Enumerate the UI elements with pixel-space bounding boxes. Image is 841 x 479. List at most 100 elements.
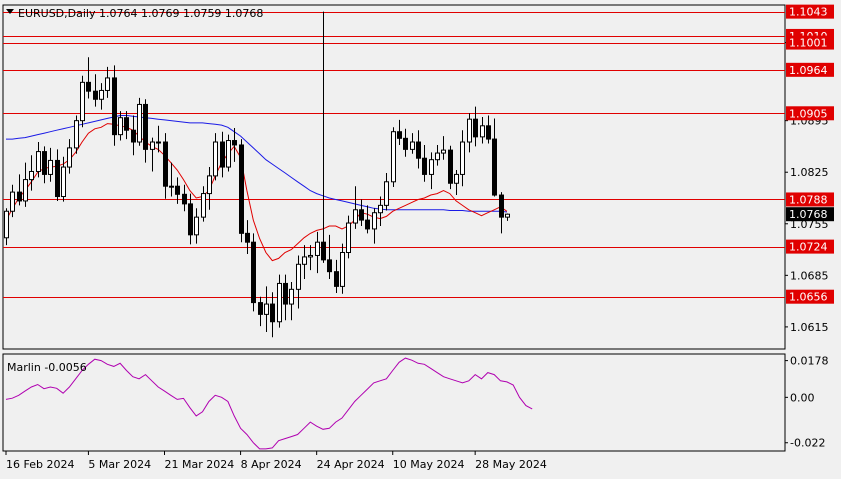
level-tag-text: 1.0905	[789, 107, 828, 120]
candle	[486, 115, 491, 144]
candle-body-bear	[17, 191, 22, 202]
candle-body-bear	[365, 219, 370, 230]
candle	[105, 66, 110, 98]
current-price-bg	[786, 207, 834, 222]
candle-body-bear	[283, 282, 288, 305]
chart-header: EURUSD,Daily 1.0764 1.0769 1.0759 1.0768	[6, 7, 263, 20]
candle	[86, 57, 91, 99]
osc-tick-label: -0.022	[790, 437, 825, 450]
candle-body-bear	[258, 302, 263, 315]
candle-body-bull	[467, 118, 472, 143]
candle-body-bear	[327, 259, 332, 273]
level-price-tag: 1.0788	[786, 192, 834, 207]
candle-body-bear	[93, 90, 98, 100]
time-tick-label: 8 Apr 2024	[241, 458, 302, 471]
level-tag-text: 1.0724	[789, 241, 828, 254]
candle-body-bear	[422, 157, 427, 175]
oscillator-panel[interactable]: 0.0178 0.00 -0.022 Marlin -0.0056	[2, 353, 829, 452]
candle	[410, 133, 415, 154]
candle-body-bull	[460, 141, 465, 175]
candle	[448, 145, 453, 190]
candle-body-bull	[67, 147, 72, 168]
candle-body-bull	[410, 141, 415, 150]
candle	[36, 142, 41, 178]
marlin-polyline	[5, 357, 533, 450]
osc-tick-label: 0.00	[790, 391, 815, 404]
price-tick-label: 1.0685	[790, 269, 829, 282]
candle	[359, 199, 364, 226]
candle	[201, 186, 206, 222]
level-tag-bg	[786, 239, 834, 254]
candle-body-bull	[353, 209, 358, 224]
candle-body-bull	[454, 173, 459, 184]
candle-body-bull	[29, 170, 34, 181]
candle-body-bull	[429, 159, 434, 175]
candle	[429, 152, 434, 190]
candle	[112, 65, 117, 146]
candle	[245, 220, 250, 254]
candle-body-bull	[372, 212, 377, 230]
candle	[182, 184, 187, 212]
symbol-info: EURUSD,Daily 1.0764 1.0769 1.0759 1.0768	[18, 7, 263, 20]
candle-body-bull	[391, 131, 396, 183]
candle-body-bull	[226, 140, 231, 168]
candle-body-bull	[156, 141, 161, 144]
candle	[346, 215, 351, 259]
candle-body-bull	[277, 282, 282, 323]
candle	[454, 170, 459, 196]
candle	[492, 118, 497, 197]
candle	[10, 184, 15, 218]
candle	[258, 296, 263, 327]
candle	[99, 83, 104, 110]
candle	[473, 106, 478, 147]
candle	[55, 149, 60, 201]
candle	[384, 172, 389, 211]
level-tag-bg	[786, 289, 834, 304]
candle-body-bull	[105, 77, 110, 91]
candle-body-bull	[378, 204, 383, 214]
candle	[251, 233, 256, 312]
candle	[302, 245, 307, 280]
candle	[372, 208, 377, 244]
level-price-labels: 1.10431.10101.10011.09641.09051.07881.07…	[786, 4, 834, 304]
candle	[213, 133, 218, 181]
candle-body-bear	[175, 185, 180, 195]
candle	[232, 128, 237, 162]
candle	[42, 146, 47, 184]
candle	[460, 130, 465, 187]
price-tick-label: 1.0615	[790, 321, 829, 334]
candle	[80, 75, 85, 128]
level-tag-text: 1.0656	[789, 291, 828, 304]
candle	[321, 11, 326, 263]
candle-body-bear	[42, 151, 47, 175]
level-price-tag: 1.1001	[786, 35, 834, 50]
marlin-line	[5, 357, 533, 450]
fast-ma-line	[5, 123, 508, 262]
candle	[480, 116, 485, 144]
oscillator-axis: 0.0178 0.00 -0.022	[785, 355, 829, 450]
candle-body-bull	[441, 149, 446, 154]
level-tag-text: 1.0788	[789, 193, 828, 206]
level-tag-bg	[786, 62, 834, 77]
candle	[435, 144, 440, 166]
candle-body-bear	[86, 81, 91, 92]
candle	[283, 274, 288, 321]
candle	[74, 115, 79, 154]
candle-body-bear	[403, 137, 408, 150]
candle	[422, 144, 427, 182]
candle	[378, 196, 383, 226]
slow-ma-line	[6, 115, 507, 213]
collapse-triangle-icon[interactable]	[6, 9, 14, 14]
time-tick-label: 21 Mar 2024	[165, 458, 235, 471]
oscillator-panel-frame	[2, 353, 786, 452]
candle	[124, 111, 129, 140]
candle	[499, 192, 504, 234]
candle	[226, 134, 231, 172]
osc-tick-label: 0.0178	[790, 355, 829, 368]
candle-body-bear	[251, 241, 256, 304]
candle	[340, 243, 345, 294]
time-tick-label: 10 May 2024	[393, 458, 465, 471]
